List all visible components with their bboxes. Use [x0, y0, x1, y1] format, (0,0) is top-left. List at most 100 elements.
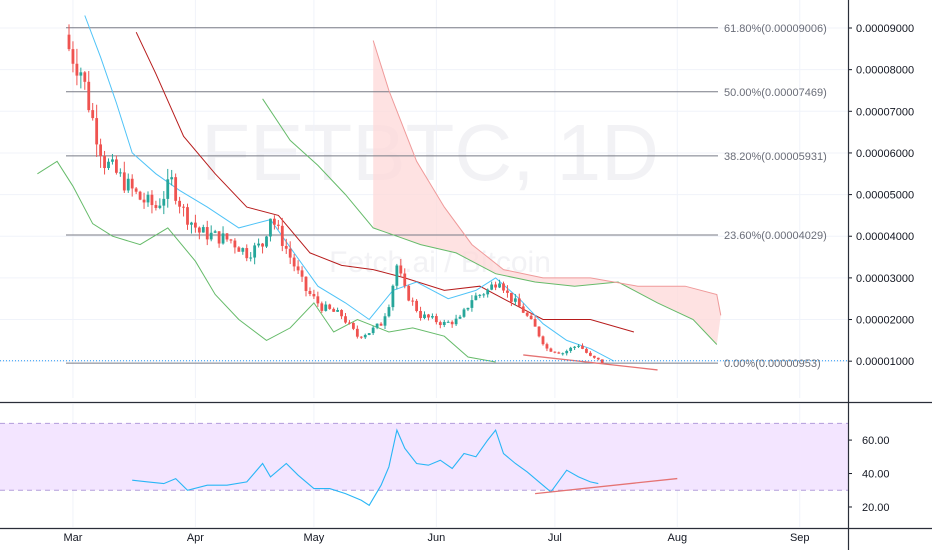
candle-body	[221, 233, 225, 244]
candle-body	[510, 292, 513, 302]
candle-body	[142, 199, 146, 203]
y-tick-label: 0.00002000	[856, 315, 914, 327]
fib-level-label: 38.20%(0.00005931)	[724, 151, 827, 163]
candle-body	[182, 206, 185, 208]
candle-body	[371, 327, 375, 334]
rsi-y-tick-label: 20.00	[862, 502, 890, 514]
candle-body	[569, 347, 573, 351]
candle-body	[91, 110, 95, 119]
y-tick-label: 0.00004000	[856, 231, 914, 243]
candle-body	[122, 172, 126, 191]
candle-body	[561, 353, 565, 355]
candle-body	[300, 270, 304, 277]
rsi-y-tick-label: 60.00	[862, 435, 890, 447]
candle-body	[209, 232, 213, 240]
y-tick-label: 0.00003000	[856, 273, 914, 285]
candle-body	[320, 303, 324, 311]
candle-body	[340, 310, 343, 317]
y-tick-label: 0.00007000	[856, 106, 914, 118]
candle-body	[415, 300, 418, 312]
candle-body	[233, 240, 237, 248]
candle-body	[506, 290, 509, 293]
candle-body	[308, 290, 312, 295]
candle-body	[442, 321, 446, 326]
candle-body	[103, 156, 106, 169]
candle-body	[87, 81, 91, 111]
candle-body	[197, 227, 201, 233]
ichimoku-cloud	[373, 40, 721, 345]
candle-body	[162, 198, 166, 206]
candle-body	[213, 231, 217, 233]
rsi-y-tick-label: 40.00	[862, 469, 890, 481]
y-tick-label: 0.00008000	[856, 65, 914, 77]
candle-body	[553, 351, 557, 353]
candle-body	[111, 159, 114, 162]
candle-body	[130, 178, 134, 189]
y-tick-label: 0.00001000	[856, 356, 914, 368]
candle-body	[355, 328, 359, 337]
leading-span-b-line	[372, 40, 722, 316]
candle-body	[513, 298, 517, 302]
candle-body	[379, 323, 383, 326]
candle-body	[419, 311, 422, 319]
candle-body	[190, 222, 193, 225]
x-tick-label: Apr	[187, 532, 204, 544]
candle-body	[67, 34, 71, 50]
candle-body	[249, 257, 253, 259]
candle-body	[391, 285, 395, 308]
candle-body	[431, 316, 434, 318]
candle-body	[269, 218, 272, 237]
candle-body	[265, 236, 268, 247]
candle-body	[596, 357, 600, 360]
y-tick-label: 0.00009000	[856, 23, 914, 35]
candle-body	[545, 344, 549, 349]
candle-body	[533, 319, 537, 327]
candle-body	[486, 289, 490, 295]
candle-body	[549, 348, 553, 352]
fib-level-label: 61.80%(0.00009006)	[724, 23, 827, 35]
candle-body	[225, 233, 229, 240]
candle-body	[359, 336, 363, 338]
candle-body	[229, 239, 233, 241]
candle-body	[194, 222, 197, 228]
candle-body	[288, 248, 292, 258]
candle-body	[482, 294, 486, 296]
candle-body	[237, 247, 241, 252]
candle-body	[154, 205, 158, 208]
x-tick-label: Sep	[790, 532, 810, 544]
candle-body	[521, 306, 525, 313]
candle-body	[470, 300, 474, 308]
candle-body	[411, 300, 415, 302]
candle-body	[557, 352, 561, 354]
rsi-line	[132, 428, 599, 507]
candle-body	[490, 284, 494, 290]
candle-body	[529, 315, 533, 320]
candle-body	[581, 345, 584, 349]
candle-body	[589, 352, 592, 356]
candle-body	[348, 322, 351, 324]
candle-body	[565, 350, 569, 354]
candle-body	[257, 243, 260, 246]
candle-body	[241, 248, 245, 252]
candle-body	[517, 298, 521, 307]
leading-span-a-line	[262, 98, 718, 345]
rsi-band	[0, 423, 848, 491]
candle-body	[134, 188, 138, 192]
conversion-line	[84, 15, 615, 362]
candle-body	[75, 63, 79, 76]
candle-body	[166, 179, 170, 199]
candle-body	[304, 276, 308, 291]
candle-body	[423, 314, 426, 319]
candle-body	[352, 322, 355, 329]
candle-body	[478, 294, 482, 296]
candle-body	[541, 336, 545, 345]
candle-body	[296, 266, 300, 271]
candle-body	[407, 285, 411, 301]
candle-body	[344, 316, 347, 323]
candle-body	[458, 316, 462, 319]
price-trendline	[523, 354, 658, 371]
candle-body	[170, 177, 174, 180]
y-tick-label: 0.00006000	[856, 148, 914, 160]
candle-body	[276, 224, 280, 226]
